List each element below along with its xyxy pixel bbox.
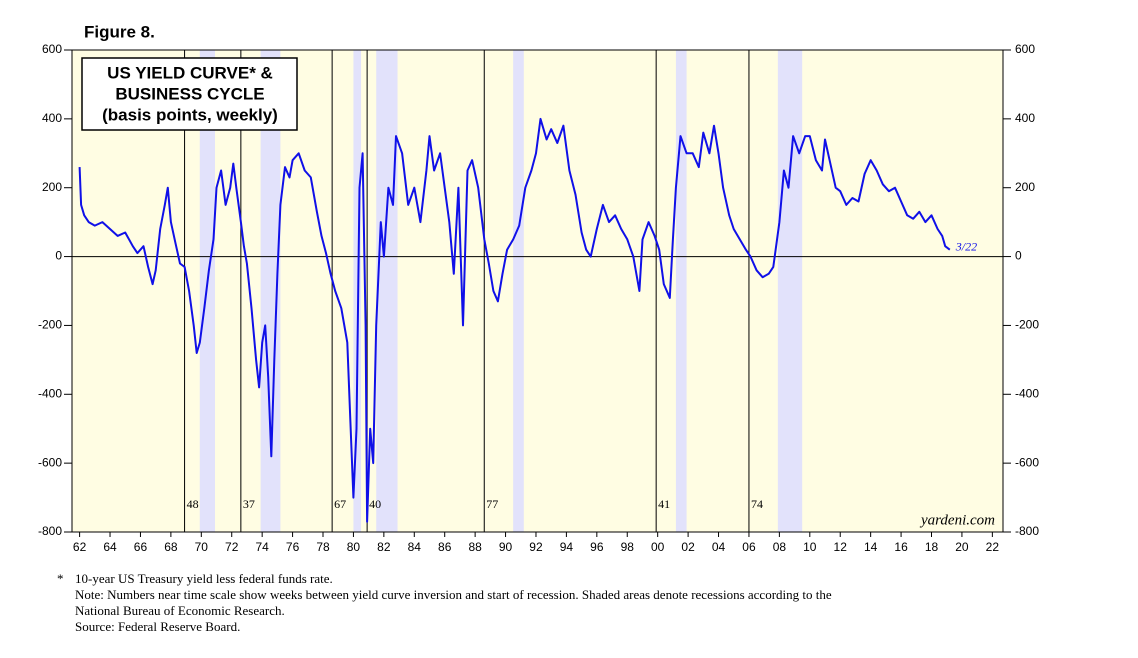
x-tick-label: 96: [590, 540, 604, 554]
footnote: Note: Numbers near time scale show weeks…: [75, 587, 832, 602]
x-tick-label: 84: [408, 540, 422, 554]
chart-title: US YIELD CURVE* &: [107, 63, 273, 82]
footnote: National Bureau of Economic Research.: [75, 603, 285, 618]
chart-title: (basis points, weekly): [102, 105, 278, 124]
y2-tick-label: 400: [1015, 111, 1035, 125]
y-tick-label: -200: [38, 318, 62, 332]
x-tick-label: 62: [73, 540, 87, 554]
x-tick-label: 94: [560, 540, 574, 554]
x-tick-label: 68: [164, 540, 178, 554]
y-tick-label: 600: [42, 42, 62, 56]
x-tick-label: 12: [834, 540, 848, 554]
y-tick-label: -400: [38, 386, 62, 400]
y2-tick-label: -600: [1015, 455, 1039, 469]
x-tick-label: 14: [864, 540, 878, 554]
x-tick-label: 20: [955, 540, 969, 554]
x-tick-label: 80: [347, 540, 361, 554]
x-tick-label: 00: [651, 540, 665, 554]
y2-tick-label: 200: [1015, 180, 1035, 194]
y2-tick-label: 600: [1015, 42, 1035, 56]
x-tick-label: 92: [529, 540, 543, 554]
x-tick-label: 02: [681, 540, 695, 554]
footnote: Source: Federal Reserve Board.: [75, 619, 240, 634]
y2-tick-label: -200: [1015, 318, 1039, 332]
y2-tick-label: -800: [1015, 524, 1039, 538]
x-tick-label: 18: [925, 540, 939, 554]
x-tick-label: 78: [316, 540, 330, 554]
y2-tick-label: 0: [1015, 249, 1022, 263]
x-tick-label: 82: [377, 540, 391, 554]
x-tick-label: 10: [803, 540, 817, 554]
inversion-label: 67: [334, 497, 346, 511]
recession-band: [675, 50, 687, 532]
inversion-label: 77: [486, 497, 498, 511]
x-tick-label: 88: [468, 540, 482, 554]
source-mark: yardeni.com: [919, 512, 995, 528]
x-tick-label: 98: [621, 540, 635, 554]
x-tick-label: 70: [195, 540, 209, 554]
inversion-label: 40: [369, 497, 381, 511]
x-tick-label: 22: [986, 540, 1000, 554]
title-box: [81, 57, 298, 131]
x-tick-label: 08: [773, 540, 787, 554]
x-tick-label: 16: [894, 540, 908, 554]
y-tick-label: 400: [42, 111, 62, 125]
x-tick-label: 06: [742, 540, 756, 554]
recession-band: [376, 50, 398, 532]
x-tick-label: 04: [712, 540, 726, 554]
inversion-label: 48: [187, 497, 199, 511]
recession-band: [513, 50, 524, 532]
y-tick-label: 200: [42, 180, 62, 194]
x-tick-label: 90: [499, 540, 513, 554]
y2-tick-label: -400: [1015, 386, 1039, 400]
plot-frame: [71, 49, 1004, 533]
x-tick-label: 64: [103, 540, 117, 554]
recession-band: [260, 50, 281, 532]
footnote-mark: *: [57, 571, 64, 586]
x-tick-label: 76: [286, 540, 300, 554]
footnote: 10-year US Treasury yield less federal f…: [75, 571, 333, 586]
x-tick-label: 72: [225, 540, 239, 554]
inversion-label: 74: [751, 497, 763, 511]
recession-band: [777, 50, 803, 532]
inversion-label: 37: [243, 497, 255, 511]
end-label: 3/22: [955, 239, 977, 253]
y-tick-label: -600: [38, 455, 62, 469]
figure-label: Figure 8.: [84, 22, 155, 41]
chart-title: BUSINESS CYCLE: [115, 84, 264, 103]
x-tick-label: 66: [134, 540, 148, 554]
inversion-label: 41: [658, 497, 670, 511]
series-line: [78, 117, 951, 523]
x-tick-label: 74: [255, 540, 269, 554]
y-tick-label: 0: [55, 249, 62, 263]
y-tick-label: -800: [38, 524, 62, 538]
x-tick-label: 86: [438, 540, 452, 554]
